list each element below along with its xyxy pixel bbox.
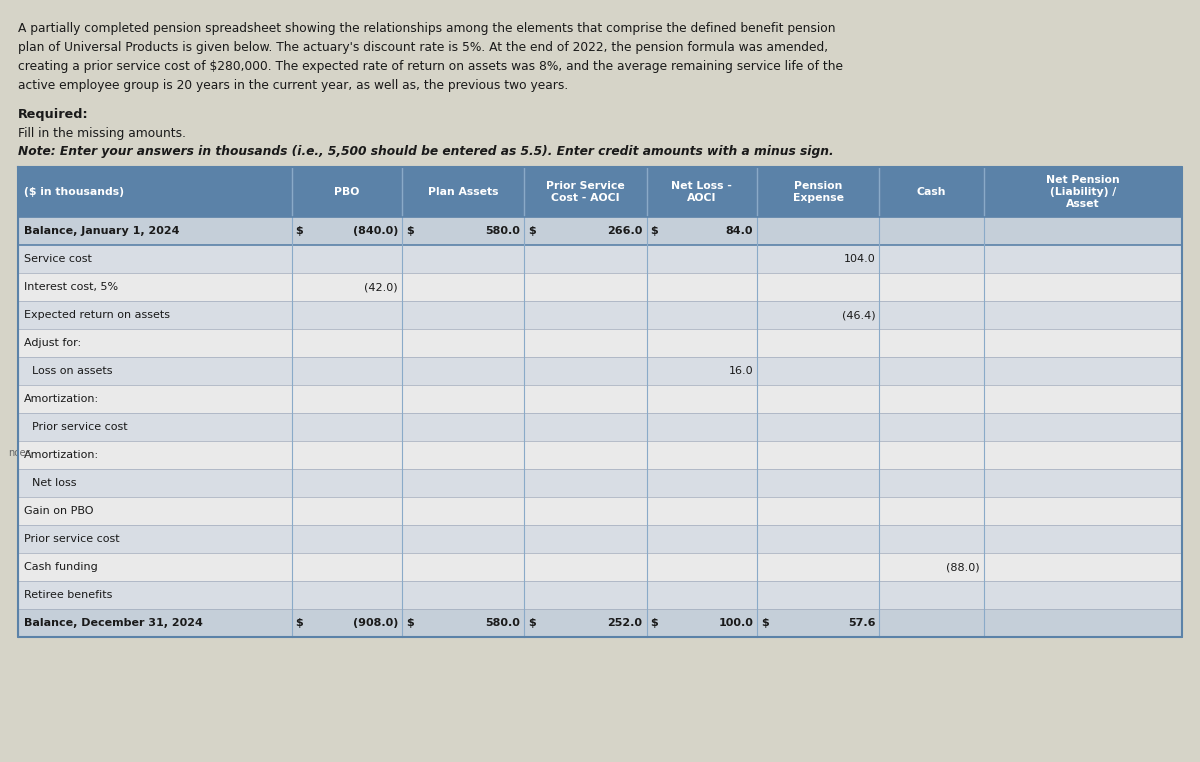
Text: $: $ [295, 618, 304, 628]
Text: (840.0): (840.0) [353, 226, 398, 236]
Text: Net loss: Net loss [32, 478, 77, 488]
Text: $: $ [528, 226, 536, 236]
Bar [18, 357, 1182, 385]
Text: 57.6: 57.6 [848, 618, 875, 628]
Text: $: $ [295, 226, 304, 236]
Text: 100.0: 100.0 [719, 618, 754, 628]
Text: Note: Enter your answers in thousands (i.e., 5,500 should be entered as 5.5). En: Note: Enter your answers in thousands (i… [18, 145, 834, 158]
Text: Pension
Expense: Pension Expense [793, 181, 844, 203]
Text: Net Pension
(Liability) /
Asset: Net Pension (Liability) / Asset [1046, 174, 1120, 210]
Text: 580.0: 580.0 [486, 618, 521, 628]
Text: nces: nces [8, 448, 31, 459]
Text: $: $ [406, 618, 414, 628]
Text: (42.0): (42.0) [365, 282, 398, 292]
Text: Gain on PBO: Gain on PBO [24, 506, 94, 516]
Text: Net Loss -
AOCI: Net Loss - AOCI [672, 181, 732, 203]
Bar [18, 301, 1182, 329]
Text: Cash funding: Cash funding [24, 562, 97, 572]
Text: 580.0: 580.0 [486, 226, 521, 236]
Bar [18, 609, 1182, 637]
Text: Prior Service
Cost - AOCI: Prior Service Cost - AOCI [546, 181, 625, 203]
Text: Interest cost, 5%: Interest cost, 5% [24, 282, 118, 292]
Bar [18, 329, 1182, 357]
Text: active employee group is 20 years in the current year, as well as, the previous : active employee group is 20 years in the… [18, 79, 569, 92]
Bar [18, 441, 1182, 469]
Text: Fill in the missing amounts.: Fill in the missing amounts. [18, 127, 186, 140]
Bar [18, 469, 1182, 497]
Text: creating a prior service cost of $280,000. The expected rate of return on assets: creating a prior service cost of $280,00… [18, 60, 842, 73]
Text: $: $ [406, 226, 414, 236]
Text: (908.0): (908.0) [353, 618, 398, 628]
Text: $: $ [650, 226, 659, 236]
Text: Cash: Cash [917, 187, 947, 197]
Text: PBO: PBO [334, 187, 360, 197]
Text: 16.0: 16.0 [728, 366, 754, 376]
Text: $: $ [761, 618, 769, 628]
Text: plan of Universal Products is given below. The actuary's discount rate is 5%. At: plan of Universal Products is given belo… [18, 41, 828, 54]
Text: ($ in thousands): ($ in thousands) [24, 187, 124, 197]
Text: Balance, January 1, 2024: Balance, January 1, 2024 [24, 226, 180, 236]
Bar [18, 581, 1182, 609]
Text: Amortization:: Amortization: [24, 450, 100, 460]
Text: Adjust for:: Adjust for: [24, 338, 82, 348]
Bar [18, 497, 1182, 525]
Bar [18, 385, 1182, 413]
Bar [18, 553, 1182, 581]
Bar [18, 167, 1182, 217]
Text: 84.0: 84.0 [726, 226, 754, 236]
Text: Required:: Required: [18, 108, 89, 121]
Text: $: $ [528, 618, 536, 628]
Text: 252.0: 252.0 [607, 618, 642, 628]
Text: Prior service cost: Prior service cost [32, 422, 127, 432]
Text: Loss on assets: Loss on assets [32, 366, 113, 376]
Text: 266.0: 266.0 [607, 226, 642, 236]
Text: Prior service cost: Prior service cost [24, 534, 120, 544]
Bar [18, 525, 1182, 553]
Text: A partially completed pension spreadsheet showing the relationships among the el: A partially completed pension spreadshee… [18, 22, 835, 35]
Text: Balance, December 31, 2024: Balance, December 31, 2024 [24, 618, 203, 628]
Bar [18, 217, 1182, 245]
Bar [18, 413, 1182, 441]
Text: Expected return on assets: Expected return on assets [24, 310, 170, 320]
Text: Retiree benefits: Retiree benefits [24, 590, 113, 600]
Bar [18, 245, 1182, 273]
Text: (88.0): (88.0) [947, 562, 980, 572]
Text: (46.4): (46.4) [841, 310, 875, 320]
Text: Amortization:: Amortization: [24, 394, 100, 404]
Text: 104.0: 104.0 [844, 254, 875, 264]
Text: Service cost: Service cost [24, 254, 92, 264]
Bar [18, 273, 1182, 301]
Text: $: $ [650, 618, 659, 628]
Text: Plan Assets: Plan Assets [428, 187, 498, 197]
